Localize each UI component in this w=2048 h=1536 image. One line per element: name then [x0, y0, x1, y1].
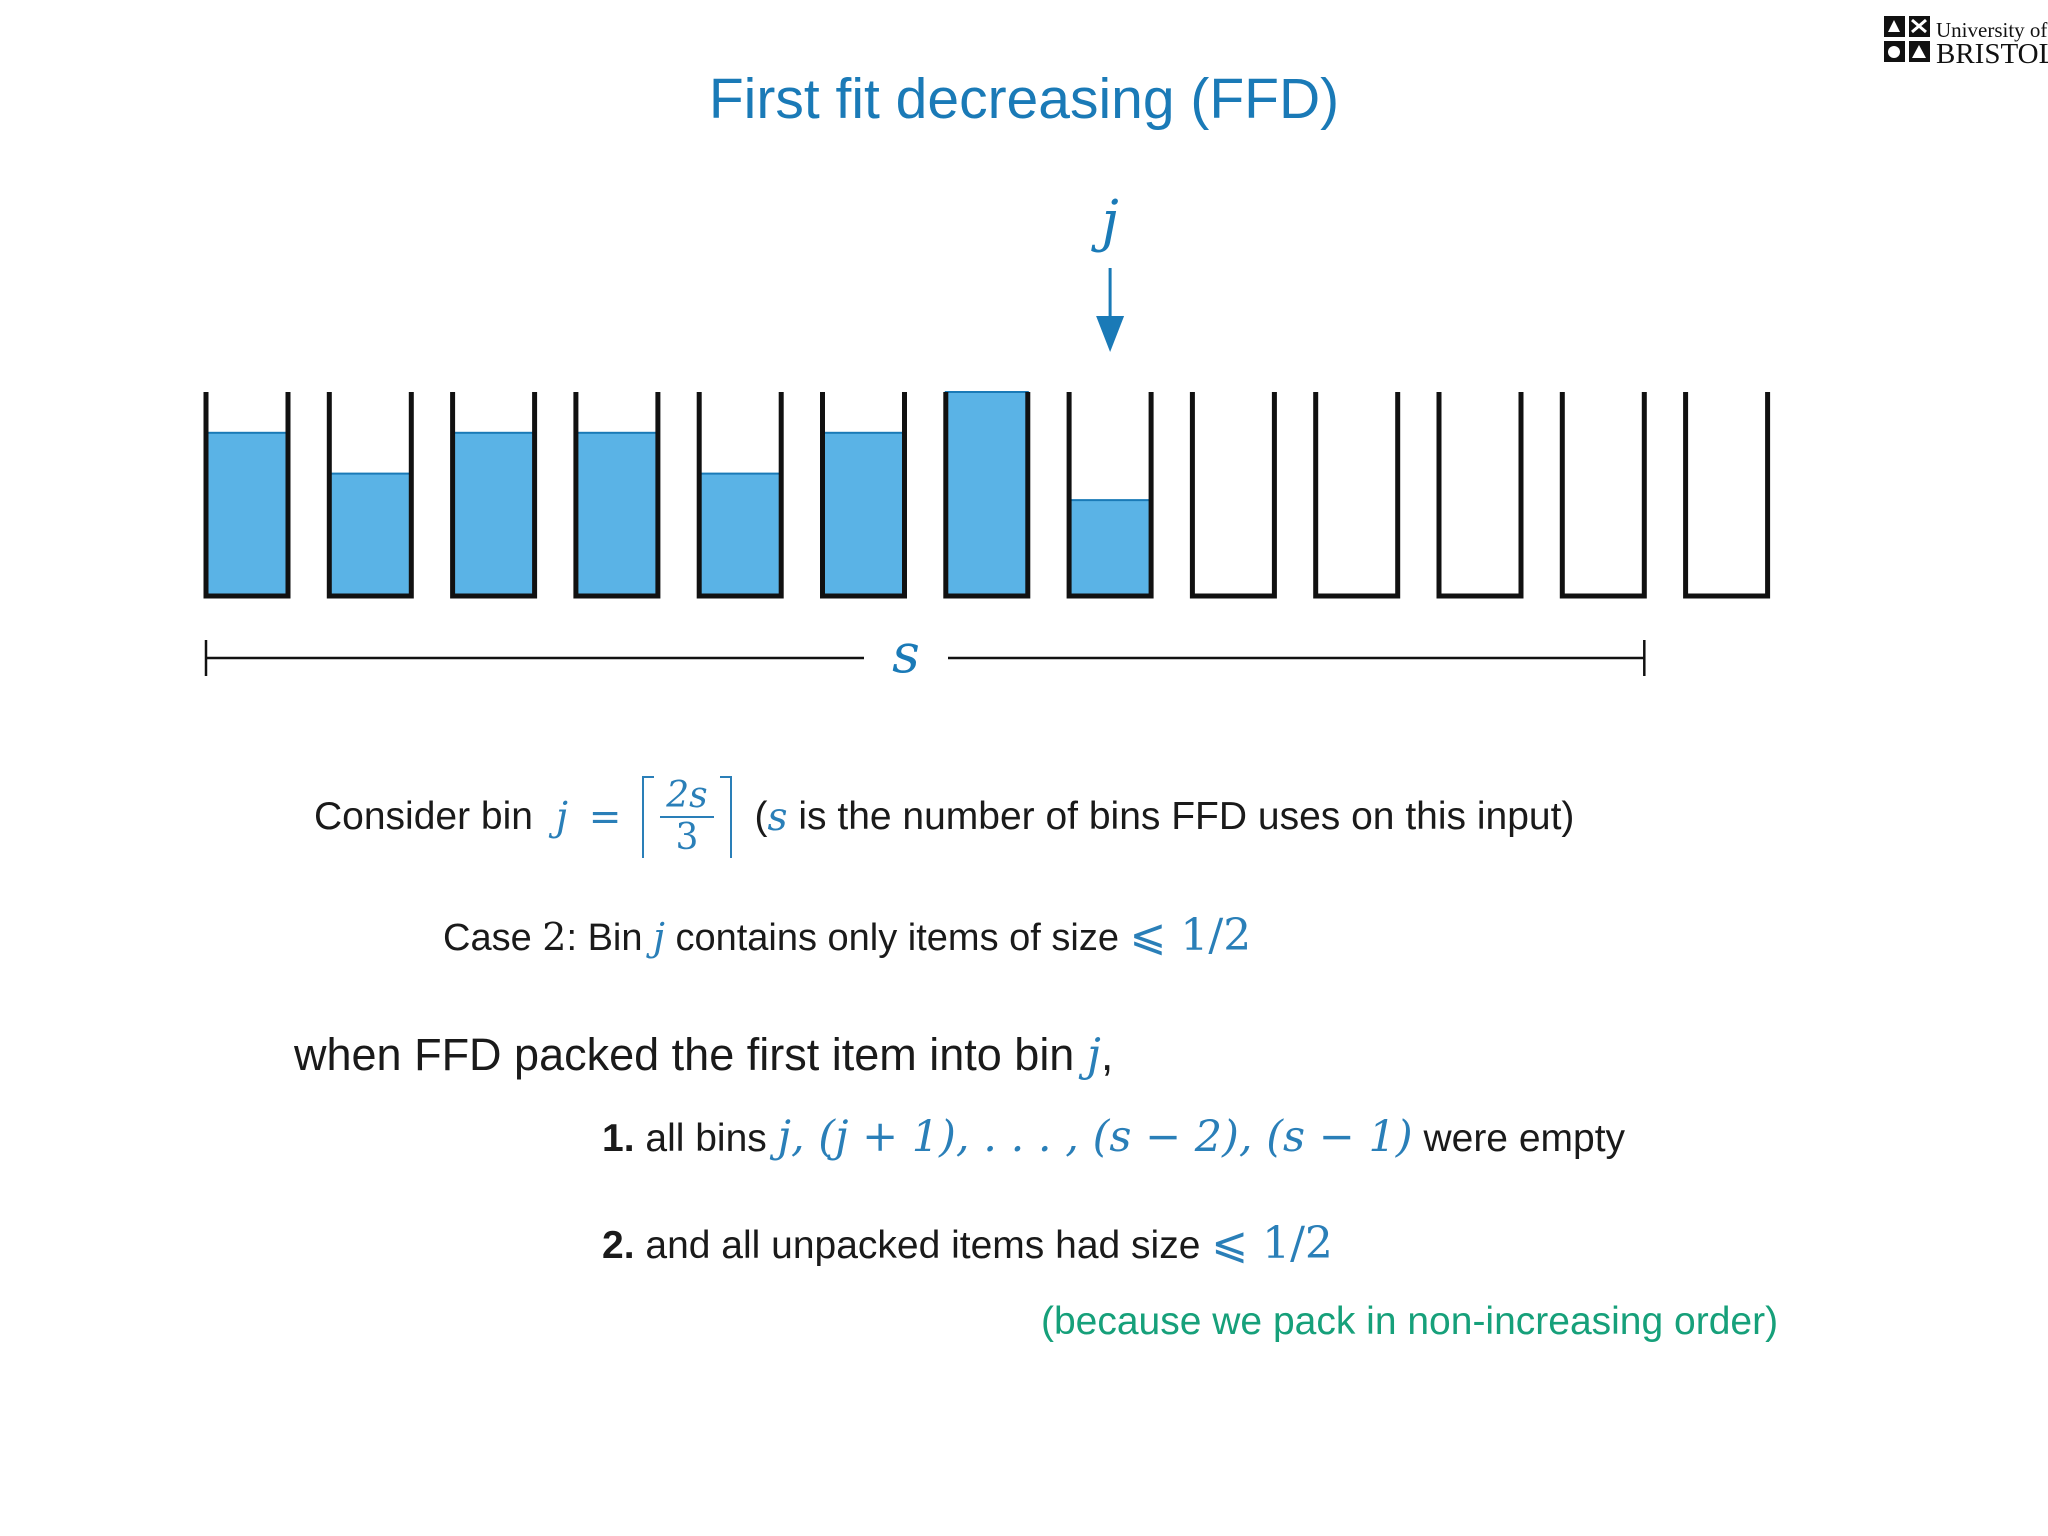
list-item-1: 1. all bins j, (j + 1), . . . , (s − 2),… — [602, 1112, 1625, 1162]
case-var: j — [653, 915, 665, 959]
crest-icon — [1884, 16, 1930, 62]
bin-4 — [573, 392, 661, 599]
when-line: when FFD packed the first item into bin … — [294, 1028, 1113, 1081]
bin-1 — [203, 392, 291, 599]
list-item-2: 2. and all unpacked items had size ⩽ 1/2 — [602, 1218, 1333, 1269]
bin-fill-6 — [821, 431, 906, 597]
consider-prefix: Consider bin — [314, 795, 533, 838]
consider-open-paren: ( — [754, 795, 768, 838]
bin-3 — [450, 392, 538, 599]
bin-fill-7 — [944, 391, 1029, 597]
case-number: 2 — [542, 915, 567, 959]
item1-number: 1. — [602, 1117, 635, 1160]
item2-prefix: and all unpacked items had size — [645, 1224, 1201, 1267]
bin-fill-2 — [328, 472, 413, 598]
item2-bound: ⩽ 1/2 — [1211, 1218, 1333, 1269]
pointer-label: j — [1090, 189, 1118, 254]
bin-13 — [1683, 392, 1771, 599]
case-rest: contains only items of size — [675, 917, 1119, 959]
bin-2 — [326, 392, 414, 599]
pointer-arrow-head — [1096, 316, 1125, 352]
ceiling-expression: 2s 3 — [642, 776, 733, 858]
bin-5 — [696, 392, 784, 599]
when-var: j — [1086, 1028, 1101, 1081]
fraction: 2s 3 — [660, 776, 714, 858]
slide-title: First fit decreasing (FFD) — [708, 67, 1340, 131]
bin-diagram: js — [203, 189, 1771, 685]
item1-math: j, (j + 1), . . . , (s − 2), (s − 1) — [777, 1112, 1413, 1162]
bin-fill-5 — [698, 472, 783, 598]
consider-rest: is the number of bins FFD uses on this i… — [798, 795, 1575, 838]
bin-8 — [1066, 392, 1154, 599]
item1-prefix: all bins — [645, 1117, 767, 1160]
when-comma: , — [1100, 1029, 1114, 1080]
fraction-numerator: 2s — [660, 776, 714, 818]
span-label: s — [892, 622, 920, 685]
consider-var: j — [555, 794, 568, 840]
case-prefix: Case — [443, 917, 532, 959]
bin-fill-3 — [451, 431, 536, 597]
fraction-denominator: 3 — [675, 817, 699, 858]
case-mid: : Bin — [566, 917, 643, 959]
because-note: (because we pack in non-increasing order… — [1041, 1300, 1779, 1343]
university-logo: University of BRISTOL — [1882, 14, 2048, 70]
bin-fill-1 — [205, 431, 289, 597]
consider-s: s — [767, 794, 788, 840]
bin-fill-4 — [574, 431, 659, 597]
logo-text-line1: University of — [1936, 18, 2048, 42]
bin-7 — [943, 392, 1031, 599]
consider-line: Consider bin j = 2s 3 (s is the number o… — [314, 776, 1574, 876]
logo-text-line2: BRISTOL — [1936, 38, 2048, 70]
bin-fill-8 — [1068, 499, 1153, 597]
bin-12 — [1559, 392, 1647, 599]
bin-10 — [1313, 392, 1401, 599]
bin-11 — [1436, 392, 1524, 599]
item1-suffix: were empty — [1423, 1117, 1626, 1160]
when-text: when FFD packed the first item into bin — [294, 1029, 1075, 1080]
bin-9 — [1189, 392, 1277, 599]
consider-equals: = — [588, 794, 622, 840]
item2-number: 2. — [602, 1224, 635, 1267]
case-line: Case 2: Bin j contains only items of siz… — [443, 910, 1251, 961]
case-bound: ⩽ 1/2 — [1129, 910, 1252, 961]
bin-6 — [820, 392, 907, 599]
